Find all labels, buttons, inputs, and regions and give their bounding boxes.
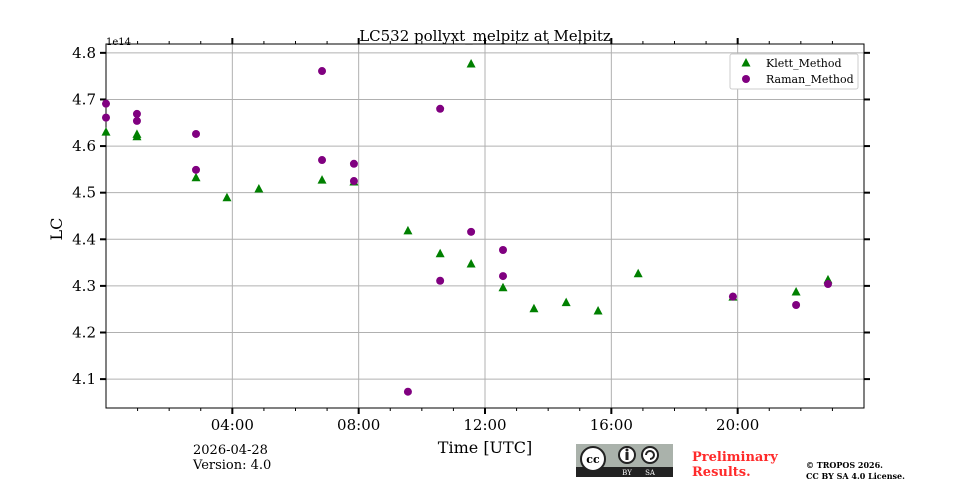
raman-point <box>102 99 110 108</box>
klett-point <box>317 175 327 184</box>
raman-point <box>192 165 201 174</box>
y-multiplier-label: 1e14 <box>106 37 131 48</box>
raman-point <box>132 116 141 125</box>
raman-point <box>318 67 327 76</box>
y-tick-label: 4.1 <box>72 370 96 388</box>
klett-point <box>791 286 801 296</box>
raman-point <box>102 113 110 122</box>
y-tick-label: 4.4 <box>72 230 96 248</box>
raman-point <box>318 156 327 165</box>
y-tick-label: 4.8 <box>72 44 96 62</box>
klett-point <box>101 127 111 136</box>
raman-point <box>436 276 445 285</box>
x-tick-label: 20:00 <box>716 416 759 434</box>
legend-raman-marker <box>742 75 750 83</box>
y-axis-label: LC <box>47 218 66 241</box>
klett-point <box>529 303 539 313</box>
klett-point <box>435 248 445 258</box>
raman-point <box>349 177 358 186</box>
klett-point <box>222 192 232 202</box>
klett-point <box>191 172 201 182</box>
legend-label: Raman_Method <box>766 73 854 86</box>
y-tick-label: 4.2 <box>72 323 96 341</box>
x-tick-label: 12:00 <box>463 416 506 434</box>
raman-point <box>499 272 508 281</box>
klett-point <box>466 258 476 268</box>
y-tick-label: 4.3 <box>72 277 96 295</box>
footer-date: 2026-04-28 <box>193 443 268 458</box>
legend-klett-marker <box>741 58 751 67</box>
x-tick-label: 16:00 <box>590 416 633 434</box>
cc-label: cc <box>586 453 600 466</box>
klett-point <box>466 59 476 68</box>
raman-point <box>792 300 801 309</box>
x-axis-label: Time [UTC] <box>438 438 532 457</box>
klett-point <box>132 131 142 141</box>
klett-point <box>633 268 643 278</box>
sa-label: SA <box>645 469 656 477</box>
by-label: BY <box>622 469 632 477</box>
raman-point <box>436 104 445 113</box>
raman-point <box>349 159 358 168</box>
raman-point <box>132 109 141 118</box>
copyright-note: © TROPOS 2026. CC BY SA 4.0 License. <box>806 460 905 480</box>
x-tick-label: 04:00 <box>211 416 254 434</box>
klett-point <box>254 183 264 193</box>
chart-title: LC532 pollyxt_melpitz at Melpitz <box>359 27 611 45</box>
raman-point <box>499 246 508 255</box>
raman-point <box>467 227 476 236</box>
footer-version: Version: 4.0 <box>193 458 272 473</box>
raman-point <box>728 292 737 301</box>
legend-box <box>729 53 859 90</box>
preliminary-line-2: Results. <box>692 465 751 480</box>
y-tick-label: 4.5 <box>72 184 96 202</box>
cc-by-sa-badge: cc BY SA <box>576 444 673 477</box>
klett-point <box>403 225 413 235</box>
klett-point <box>498 282 508 292</box>
raman-point <box>403 387 412 396</box>
klett-point <box>561 297 571 307</box>
raman-point <box>823 280 832 289</box>
klett-point <box>593 306 603 315</box>
preliminary-results-note: Preliminary Results. <box>692 450 778 480</box>
y-tick-label: 4.7 <box>72 90 96 108</box>
preliminary-line-1: Preliminary <box>692 450 778 465</box>
raman-point <box>192 129 201 138</box>
x-tick-label: 08:00 <box>337 416 380 434</box>
legend-label: Klett_Method <box>766 57 842 70</box>
y-tick-label: 4.6 <box>72 137 96 155</box>
copyright-line-2: CC BY SA 4.0 License. <box>806 471 905 480</box>
copyright-line-1: © TROPOS 2026. <box>806 460 883 470</box>
